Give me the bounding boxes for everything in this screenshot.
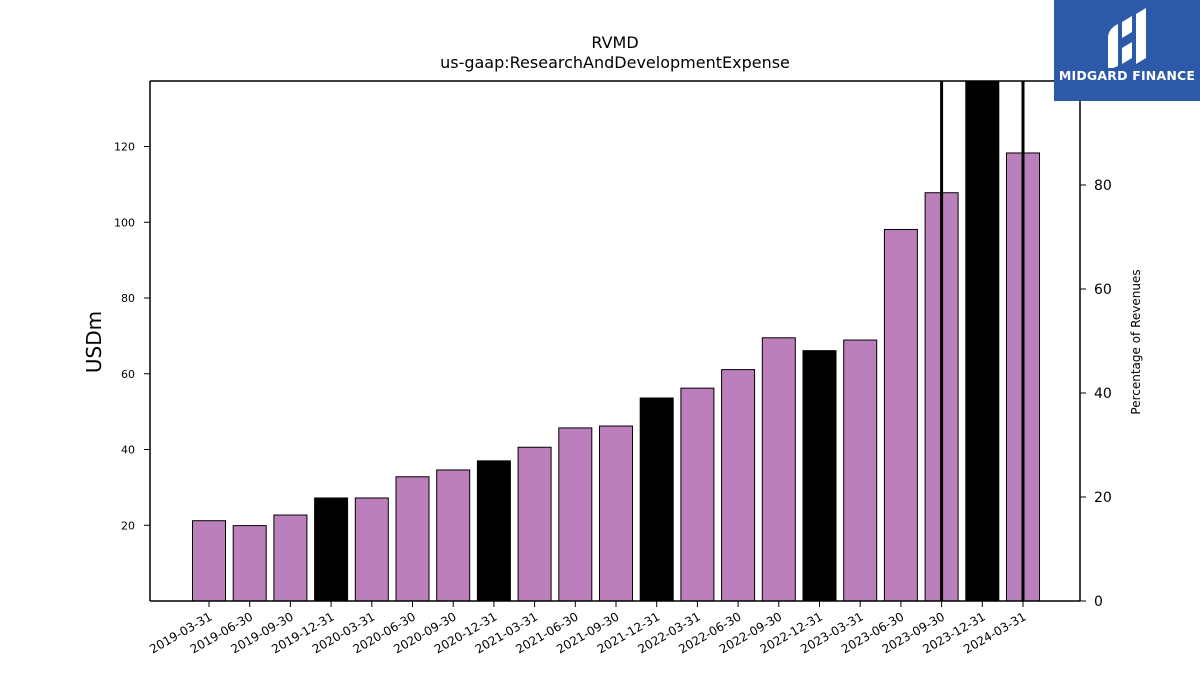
bar (273, 514, 308, 602)
bar (436, 469, 471, 602)
bar (843, 339, 878, 602)
bar (232, 525, 267, 602)
y-tick-label: 40 (121, 444, 135, 457)
bar (395, 476, 430, 602)
bar (476, 460, 511, 602)
chart-title: RVMD (591, 33, 638, 52)
bar (517, 446, 552, 602)
y2-tick-label: 80 (1094, 178, 1112, 194)
bar (314, 497, 349, 602)
bar (965, 80, 1000, 602)
y2-tick-label: 40 (1094, 386, 1112, 402)
bar (599, 425, 633, 602)
bar (354, 497, 389, 602)
y-axis-label: USDm (82, 311, 106, 373)
bar (639, 397, 674, 602)
midgard-finance-logo: MIDGARD FINANCE (1054, 0, 1200, 101)
y2-tick-label: 60 (1094, 282, 1112, 298)
bar (192, 520, 226, 602)
bar (721, 369, 756, 602)
y-tick-label: 20 (121, 519, 135, 532)
logo-text: MIDGARD FINANCE (1058, 68, 1196, 83)
y-tick-label: 80 (121, 292, 135, 305)
y-tick-label: 100 (114, 216, 135, 229)
chart-subtitle: us-gaap:ResearchAndDevelopmentExpense (440, 53, 790, 72)
logo-icon (1108, 8, 1146, 68)
bar (883, 228, 918, 602)
y2-tick-label: 0 (1094, 594, 1103, 610)
y2-tick-label: 20 (1094, 490, 1112, 506)
y-tick-label: 120 (114, 141, 135, 154)
secondary-y-axis-label: Percentage of Revenues (1129, 269, 1143, 414)
bar (680, 387, 715, 602)
bar (558, 427, 593, 602)
bar (761, 337, 796, 602)
y-tick-label: 60 (121, 368, 135, 381)
bar (802, 350, 837, 602)
